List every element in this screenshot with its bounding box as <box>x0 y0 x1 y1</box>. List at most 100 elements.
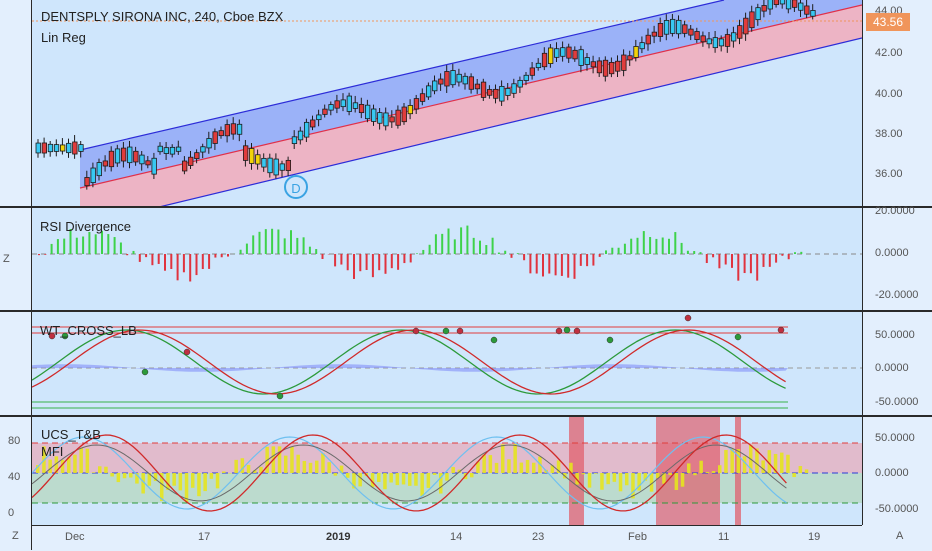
wt-cross-dot <box>277 393 283 399</box>
mfi-bar <box>495 463 499 473</box>
mfi-bar <box>706 472 710 473</box>
ucs-mfi-pane[interactable]: UCS_T&B MFI <box>32 417 862 525</box>
rsi-bar <box>473 238 475 254</box>
rsi-bar <box>542 254 544 276</box>
ucs-axis[interactable]: 50.0000 0.0000 -50.0000 <box>862 417 932 525</box>
mfi-bar <box>451 467 455 473</box>
candle-body <box>402 107 407 122</box>
candle-body <box>365 105 370 118</box>
mfi-bar <box>86 449 90 473</box>
candle-body <box>463 76 468 84</box>
mfi-bar <box>110 473 114 476</box>
candle-body <box>725 35 730 47</box>
mfi-bar <box>470 473 474 477</box>
mfi-tick-40: 40 <box>8 471 20 483</box>
candle-body <box>530 68 535 75</box>
wt-axis[interactable]: 50.0000 0.0000 -50.0000 <box>862 312 932 415</box>
candle-body <box>243 146 248 161</box>
dividend-marker[interactable]: D <box>284 175 308 199</box>
candle-body <box>518 80 523 87</box>
rsi-pane[interactable]: RSI Divergence <box>32 208 862 310</box>
candle-body <box>79 145 84 152</box>
candle-body <box>683 25 688 34</box>
mfi-bar <box>724 450 728 473</box>
mfi-bar <box>693 473 697 475</box>
rsi-bar <box>605 250 607 254</box>
candle-body <box>176 147 181 151</box>
rsi-bar <box>76 238 78 254</box>
mfi-bar <box>129 473 133 478</box>
candle-body <box>182 161 187 171</box>
wt-cross-pane[interactable]: WT_CROSS_LB <box>32 312 862 415</box>
mfi-bar <box>191 473 195 488</box>
mfi-bar <box>619 473 623 491</box>
wt-cross-dot <box>735 334 741 340</box>
rsi-bar <box>775 254 777 263</box>
wt-cross-chart <box>32 312 862 415</box>
mfi-label[interactable]: MFI <box>41 444 63 459</box>
candle-body <box>536 63 541 67</box>
rsi-divergence-label[interactable]: RSI Divergence <box>40 219 131 234</box>
wt-cross-dot <box>574 328 580 334</box>
mfi-bar <box>786 455 790 473</box>
candle-body <box>677 20 682 33</box>
candle-body <box>195 153 200 159</box>
ucs-tb-label[interactable]: UCS_T&B <box>41 427 101 442</box>
rsi-bar <box>88 232 90 254</box>
rsi-bar <box>611 248 613 254</box>
rsi-bar <box>51 244 53 254</box>
rsi-bar <box>315 249 317 254</box>
rsi-bar <box>57 239 59 254</box>
mfi-bar <box>197 473 201 496</box>
mfi-bar <box>327 462 331 473</box>
rsi-bar <box>466 226 468 254</box>
rsi-bar <box>643 231 645 254</box>
rsi-bar <box>555 254 557 275</box>
rsi-bar <box>107 234 109 254</box>
auto-scale-a-button[interactable]: A <box>896 530 903 542</box>
mfi-bar <box>613 473 617 482</box>
candle-body <box>250 148 255 163</box>
time-axis[interactable]: Dec 17 2019 14 23 Feb 11 19 <box>32 525 862 551</box>
mfi-bar <box>216 473 220 488</box>
rsi-bar <box>548 254 550 274</box>
mfi-bar <box>625 473 629 485</box>
mfi-bar <box>210 473 214 479</box>
wt2-line <box>32 330 786 394</box>
candle-body <box>85 177 90 185</box>
mfi-bar <box>92 472 96 473</box>
rsi-bar <box>372 254 374 277</box>
mfi-bar <box>532 463 536 473</box>
scale-z-label[interactable]: Z <box>3 253 10 265</box>
zoom-z-button[interactable]: Z <box>12 530 19 542</box>
rsi-bar <box>334 254 336 266</box>
price-pane[interactable]: DENTSPLY SIRONA INC, 240, Cboe BZX Lin R… <box>32 0 862 206</box>
rsi-bar <box>82 237 84 254</box>
rsi-bar <box>322 254 324 259</box>
wt-cross-label[interactable]: WT_CROSS_LB <box>40 323 137 338</box>
rsi-bar <box>410 254 412 262</box>
wt-cross-dot <box>184 349 190 355</box>
rsi-bar <box>284 238 286 254</box>
rsi-bar <box>145 254 147 257</box>
mfi-bar <box>489 455 493 473</box>
mfi-bar <box>594 473 598 474</box>
rsi-bar <box>221 254 223 257</box>
candle-body <box>445 72 450 86</box>
candle-body <box>628 56 633 60</box>
rsi-tick: 20.0000 <box>875 205 915 217</box>
rsi-bar <box>347 254 349 270</box>
candle-body <box>201 147 206 152</box>
rsi-axis[interactable]: 20.0000 0.0000 -20.0000 <box>862 208 932 310</box>
rsi-bar <box>246 244 248 254</box>
mfi-bar <box>681 473 685 487</box>
x-label-14: 14 <box>450 531 462 543</box>
rsi-bar <box>366 254 368 270</box>
mfi-bar <box>427 473 431 488</box>
indicator-lin-reg-label[interactable]: Lin Reg <box>41 30 86 45</box>
mfi-bar <box>389 473 393 483</box>
rsi-bar <box>511 254 513 258</box>
mfi-bar <box>433 473 437 475</box>
candle-body <box>231 124 236 134</box>
mfi-bar <box>321 453 325 473</box>
